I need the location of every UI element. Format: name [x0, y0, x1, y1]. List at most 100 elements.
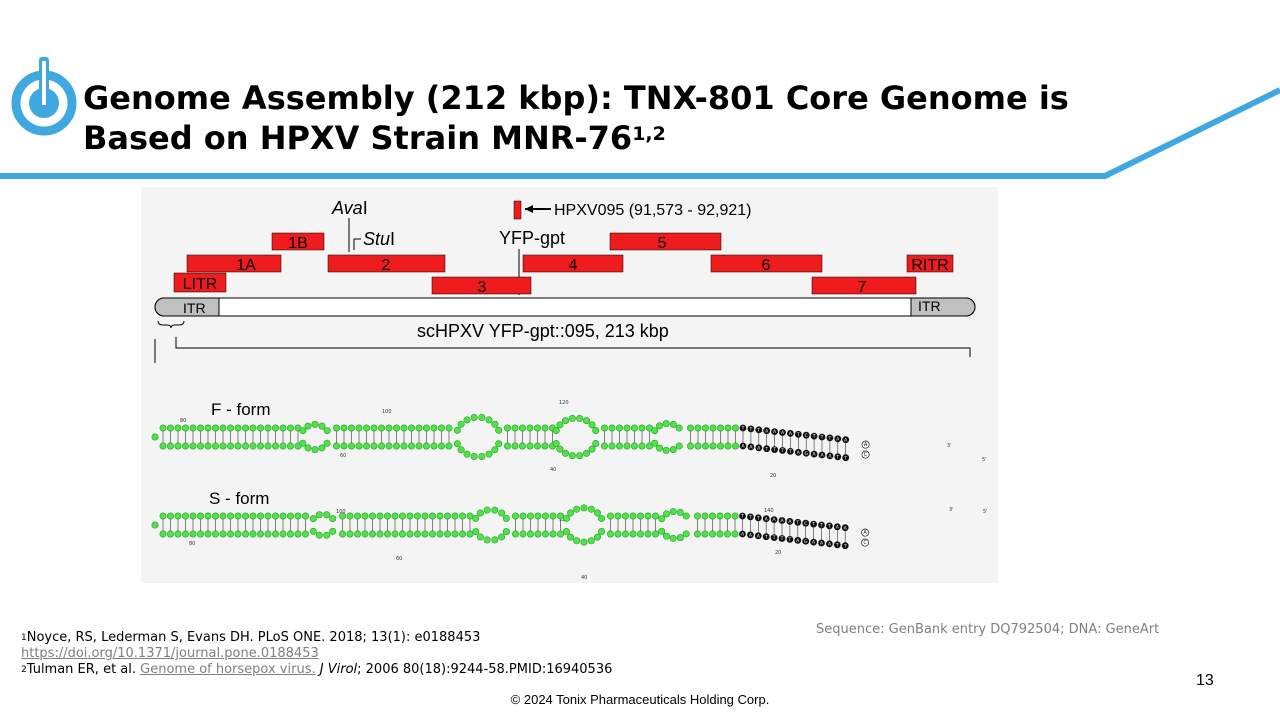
- hairpin-base: [436, 512, 444, 520]
- hairpin-base: [541, 424, 549, 432]
- hairpin-base: [346, 530, 354, 538]
- hairpin-base: [503, 442, 511, 450]
- hairpin-base: [318, 444, 326, 452]
- hairpin-base: [315, 531, 323, 539]
- hairpin-base: [318, 422, 326, 430]
- hairpin-base: [861, 528, 870, 537]
- hairpin-base: [249, 442, 257, 450]
- hairpin-base: [428, 530, 436, 538]
- hairpin-base: [348, 424, 356, 432]
- base-letter: A: [789, 431, 793, 437]
- hairpin-base: [204, 442, 212, 450]
- hairpin-base: [701, 424, 709, 432]
- hairpin-base: [422, 442, 430, 450]
- hairpin-base: [662, 532, 670, 540]
- hairpin-base: [323, 531, 331, 539]
- hairpin-base: [716, 442, 724, 450]
- base-letter: A: [741, 532, 745, 538]
- base-letter: A: [820, 541, 824, 547]
- hairpin-base: [747, 425, 755, 433]
- hairpin-base: [483, 536, 491, 544]
- hairpin-base: [323, 439, 331, 447]
- hairpin-base: [287, 512, 295, 520]
- fragment-LITR-label: LITR: [183, 276, 218, 293]
- hairpin-base: [339, 512, 347, 520]
- fragment-RITR: [906, 254, 954, 273]
- base-letter: A: [780, 518, 784, 524]
- hairpin-base: [400, 442, 408, 450]
- hairpin-base: [445, 442, 453, 450]
- hairpin-base: [415, 424, 423, 432]
- hairpin-base: [778, 517, 786, 524]
- hairpin-base: [747, 531, 754, 539]
- base-letter: T: [749, 427, 753, 433]
- hairpin-base: [311, 446, 319, 454]
- hairpin-base: [533, 424, 541, 432]
- hairpin-base: [567, 509, 575, 517]
- hairpin-base: [651, 427, 659, 435]
- hairpin-base: [588, 421, 596, 429]
- hairpin-base: [600, 442, 608, 450]
- hairpin-base: [340, 424, 348, 432]
- hairpin-base: [511, 442, 519, 450]
- hairpin-base: [398, 530, 406, 538]
- hairpin-base: [174, 530, 182, 538]
- base-letter: T: [780, 536, 784, 542]
- ref1-doi-link[interactable]: https://doi.org/10.1371/journal.pone.018…: [21, 646, 319, 661]
- hairpin-base: [227, 512, 235, 520]
- hairpin-base: [181, 424, 189, 432]
- hairpin-base: [264, 442, 272, 450]
- title-line-1: Genome Assembly (212 kbp): TNX-801 Core …: [83, 79, 1069, 117]
- hairpin-base: [600, 424, 608, 432]
- hairpin-base: [279, 424, 287, 432]
- s-pos-20: 20: [775, 550, 781, 556]
- hairpin-base: [754, 514, 762, 522]
- hairpin-base: [279, 512, 287, 520]
- hairpin-base: [159, 530, 167, 538]
- hairpin-base: [549, 512, 557, 520]
- hairpin-base: [770, 534, 778, 541]
- hairpin-base: [763, 427, 771, 435]
- base-letter: T: [788, 537, 792, 543]
- hairpin-base: [568, 452, 576, 460]
- hairpin-base: [598, 528, 606, 536]
- f-pos-120: 120: [559, 400, 569, 406]
- hairpin-base: [470, 452, 478, 460]
- hairpin-base: [533, 442, 541, 450]
- hairpin-base: [436, 530, 444, 538]
- hairpin-base: [552, 427, 560, 435]
- hairpin-base: [582, 417, 590, 425]
- hairpin-base: [686, 424, 694, 432]
- base-letter: A: [796, 538, 800, 544]
- hairpin-base: [731, 512, 739, 520]
- ref2-title-link[interactable]: Genome of horsepox virus.: [140, 662, 316, 677]
- hairpin-base: [400, 424, 408, 432]
- hairpin-base: [669, 534, 677, 542]
- hairpin-base: [826, 434, 834, 442]
- hairpin-base: [762, 533, 770, 541]
- hairpin-base: [802, 519, 810, 527]
- hairpin-base: [518, 424, 526, 432]
- hairpin-base: [348, 442, 356, 450]
- hairpin-base: [196, 424, 204, 432]
- hairpin-base: [302, 512, 310, 520]
- hairpin-base: [541, 530, 549, 538]
- hairpin-base: [219, 530, 227, 538]
- hairpin-base: [354, 512, 362, 520]
- hairpin-base: [333, 424, 341, 432]
- hairpin-base: [724, 442, 732, 450]
- hairpin-base: [234, 530, 242, 538]
- hairpin-base: [802, 537, 810, 545]
- ref2-authors: Tulman ER, et al.: [26, 662, 141, 677]
- s-pos-3prime: 3': [949, 507, 954, 513]
- hairpin-base: [264, 530, 272, 538]
- hairpin-base: [457, 420, 465, 428]
- base-letter: G: [804, 539, 808, 545]
- hairpin-base: [588, 445, 596, 453]
- hpxv095-marker: [513, 200, 522, 220]
- hairpin-base: [598, 514, 606, 522]
- hairpin-base: [304, 422, 312, 430]
- hairpin-base: [802, 431, 810, 439]
- hairpin-base: [818, 539, 825, 547]
- hairpin-base: [511, 530, 519, 538]
